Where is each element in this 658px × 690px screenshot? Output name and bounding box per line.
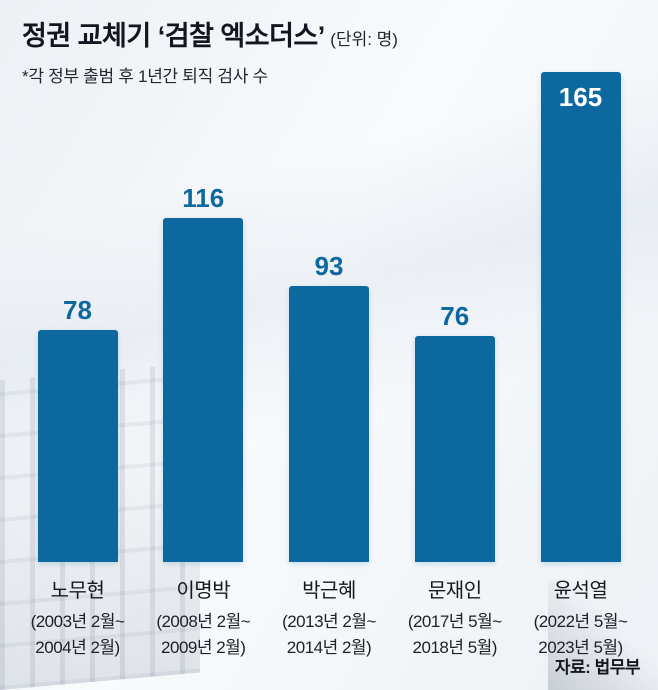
- category-label: 문재인: [427, 580, 482, 602]
- bar-column: 116 이명박 (2008년 2월~ 2009년 2월): [142, 72, 265, 662]
- category-period-label: (2003년 2월~ 2004년 2월): [31, 609, 125, 662]
- bar: [37, 330, 118, 562]
- bar-plot-slot: 78: [16, 72, 139, 562]
- category-period-label: (2013년 2월~ 2014년 2월): [282, 609, 376, 662]
- category-period-line: (2008년 2월~: [156, 612, 251, 631]
- category-period-line: 2009년 2월): [161, 638, 246, 658]
- category-period-line: 2018년 5월): [412, 638, 498, 658]
- category-period-label: (2008년 2월~ 2009년 2월): [156, 609, 250, 662]
- bar-plot-slot: 165: [519, 72, 642, 562]
- bar-value-label: 116: [182, 183, 225, 213]
- category-period-line: 2023년 5월): [538, 638, 623, 658]
- source-label: 자료: 법무부: [554, 658, 641, 677]
- bar-value-label: 93: [314, 251, 344, 281]
- chart-header: 정권 교체기 ‘검찰 엑소더스’ (단위: 명) *각 정부 출범 후 1년간 …: [22, 14, 636, 87]
- category-period-line: 2004년 2월): [35, 638, 120, 658]
- category-label: 윤석열: [553, 580, 608, 602]
- chart-subtitle: *각 정부 출범 후 1년간 퇴직 검사 수: [22, 67, 268, 86]
- category-label: 박근혜: [302, 580, 356, 602]
- bar-chart-plot-area: 78 노무현 (2003년 2월~ 2004년 2월) 116 이명박 (2008…: [0, 72, 658, 662]
- category-label: 이명박: [176, 580, 231, 602]
- bar-column: 78 노무현 (2003년 2월~ 2004년 2월): [16, 72, 139, 662]
- chart-title-text: 정권 교체기 ‘검찰 엑소더스’: [22, 21, 325, 51]
- category-period-label: (2017년 5월~ 2018년 5월): [408, 609, 502, 662]
- chart-title: 정권 교체기 ‘검찰 엑소더스’ (단위: 명): [22, 14, 636, 53]
- bar-plot-slot: 116: [142, 72, 265, 562]
- bar-column: 93 박근혜 (2013년 2월~ 2014년 2월): [268, 72, 391, 662]
- bar-chart: 78 노무현 (2003년 2월~ 2004년 2월) 116 이명박 (2008…: [0, 72, 658, 662]
- category-period-line: 2014년 2월): [286, 638, 372, 658]
- bar-value-label: 165: [558, 82, 603, 112]
- bar-plot-slot: 76: [393, 72, 516, 562]
- category-period-line: (2003년 2월~: [30, 612, 125, 631]
- category-period-label: (2022년 5월~ 2023년 5월): [534, 609, 628, 662]
- category-period-line: (2013년 2월~: [282, 612, 376, 631]
- bar-column: 76 문재인 (2017년 5월~ 2018년 5월): [393, 72, 516, 662]
- category-label: 노무현: [50, 580, 105, 602]
- category-period-line: (2022년 5월~: [533, 612, 628, 631]
- bar-plot-slot: 93: [268, 72, 391, 562]
- bar-column: 165 윤석열 (2022년 5월~ 2023년 5월): [519, 72, 642, 662]
- bar: [414, 336, 495, 562]
- bar-value-label: 76: [440, 301, 470, 331]
- category-period-line: (2017년 5월~: [407, 612, 502, 631]
- bar: 165: [540, 72, 621, 562]
- bar: [163, 218, 244, 562]
- bar-value-label: 78: [63, 295, 92, 325]
- chart-unit-label: (단위: 명): [330, 30, 398, 49]
- bar: [289, 286, 369, 562]
